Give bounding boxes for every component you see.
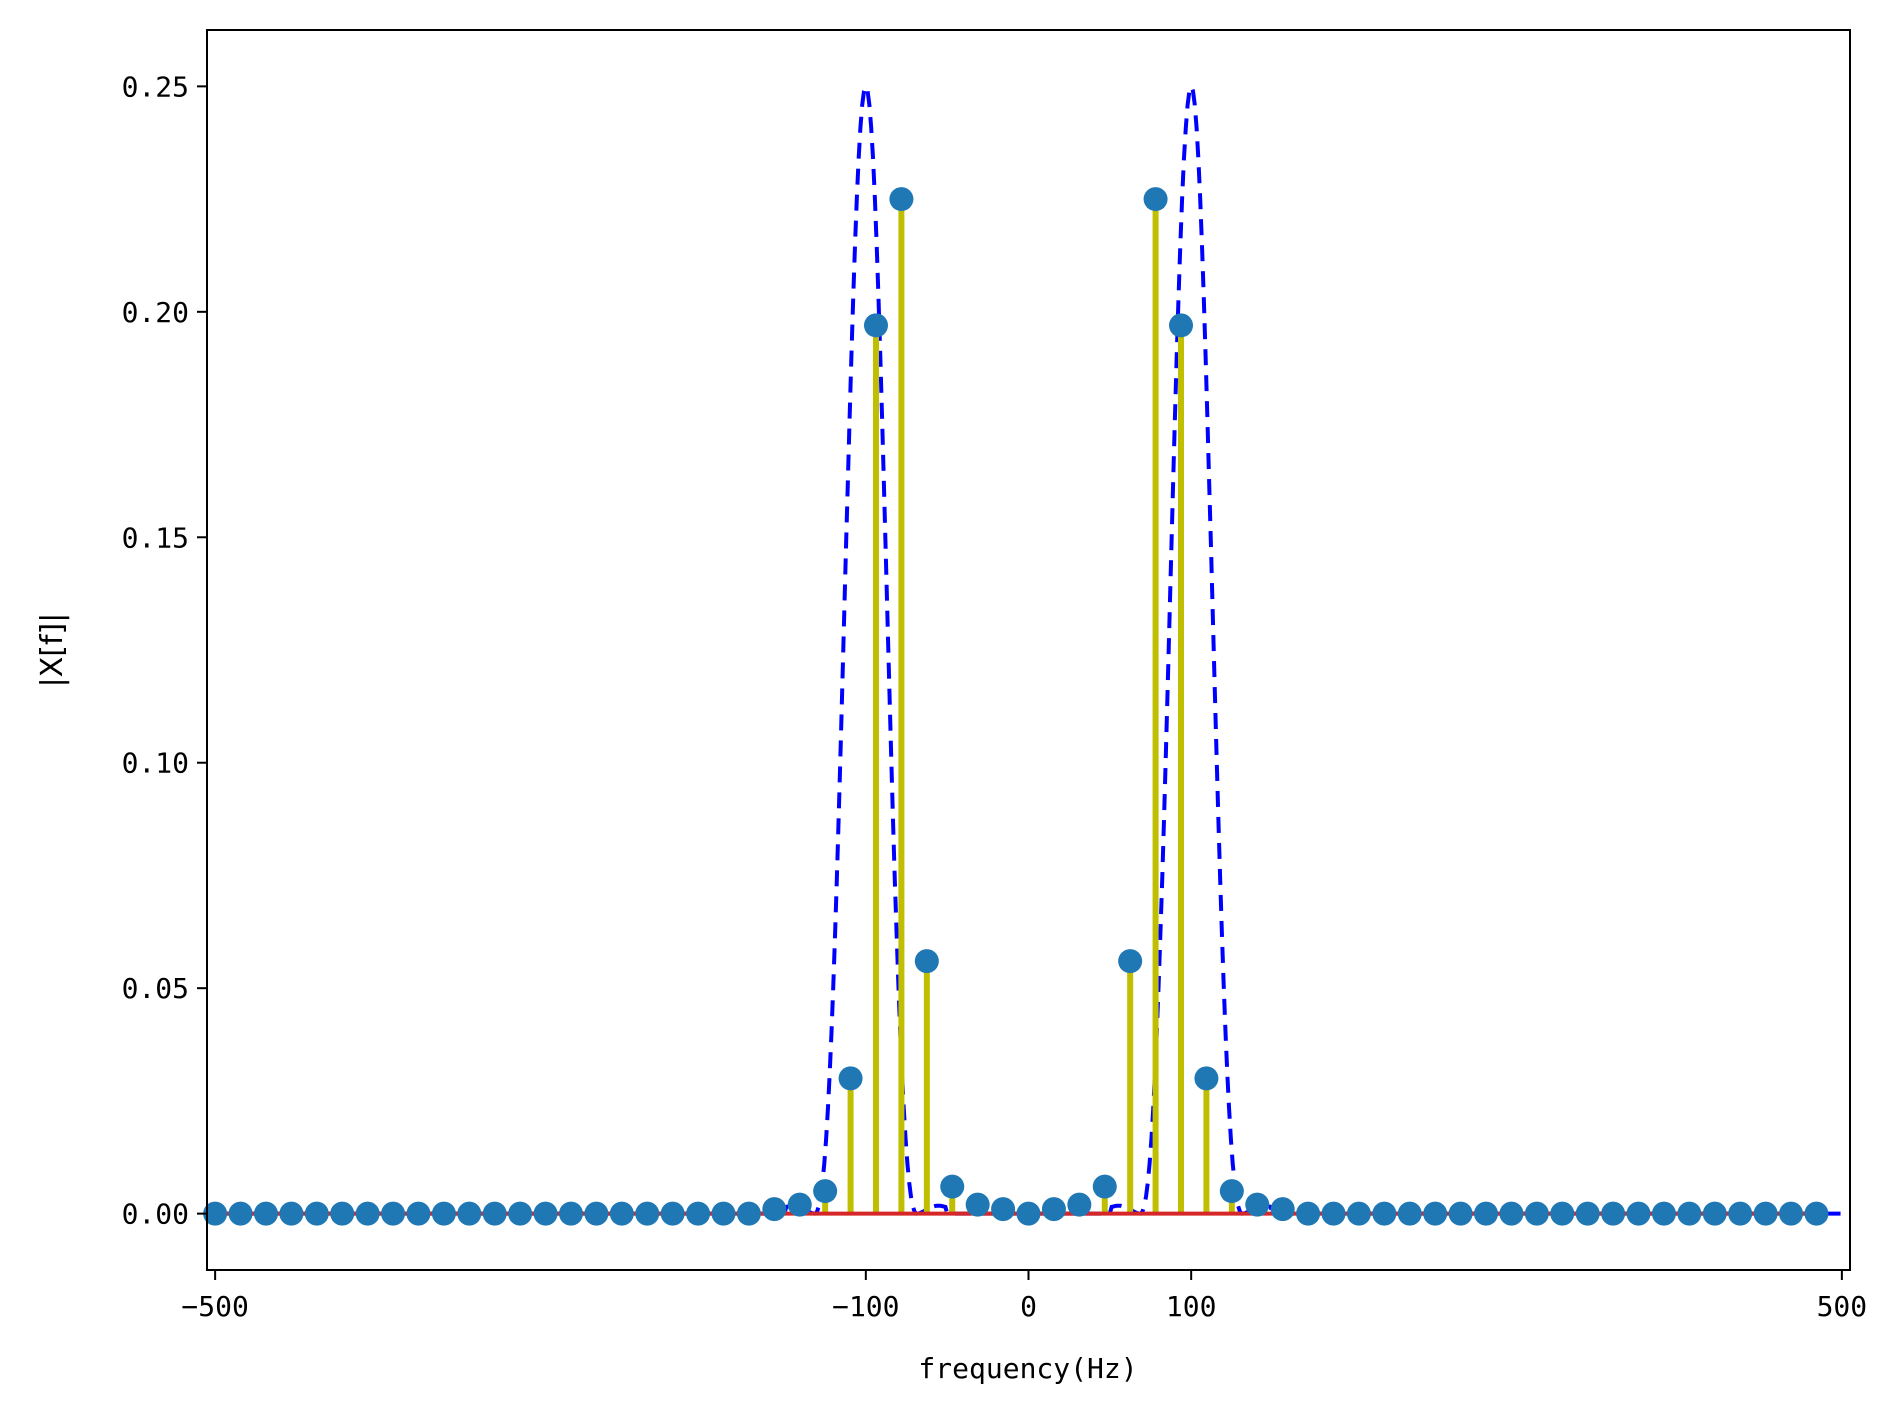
x-tick-label: 0 [1020, 1290, 1037, 1323]
stem-marker [1448, 1201, 1473, 1226]
stem-marker [787, 1192, 812, 1217]
stem-marker [686, 1201, 711, 1226]
stem-marker [991, 1197, 1016, 1222]
stem-marker [1524, 1201, 1549, 1226]
stem-marker [1702, 1201, 1727, 1226]
stem-marker [203, 1201, 228, 1226]
stem-marker [1601, 1201, 1626, 1226]
stem-marker [609, 1201, 634, 1226]
y-tick-label: 0.00 [122, 1198, 189, 1231]
stem-marker [1194, 1066, 1219, 1091]
stem-marker [762, 1197, 787, 1222]
y-axis-label: |X[f]| [35, 613, 70, 688]
stem-marker [660, 1201, 685, 1226]
stem-marker [1219, 1179, 1244, 1204]
stem-marker [406, 1201, 431, 1226]
x-tick-label: −500 [181, 1290, 248, 1323]
stem-marker [1626, 1201, 1651, 1226]
stem-marker [584, 1201, 609, 1226]
stem-marker [304, 1201, 329, 1226]
stem-marker [253, 1201, 278, 1226]
stem-marker [1296, 1201, 1321, 1226]
stem-marker [431, 1201, 456, 1226]
stem-marker [558, 1201, 583, 1226]
stem-marker [965, 1192, 990, 1217]
stem-marker [1779, 1201, 1804, 1226]
y-tick-label: 0.05 [122, 972, 189, 1005]
x-tick-label: 100 [1166, 1290, 1217, 1323]
x-axis-label: frequency(Hz) [918, 1352, 1137, 1385]
stem-marker [508, 1201, 533, 1226]
stem-marker [1372, 1201, 1397, 1226]
stem-marker [1118, 949, 1143, 974]
stem-marker [1143, 187, 1168, 212]
stem-marker [1753, 1201, 1778, 1226]
stem-marker [1041, 1197, 1066, 1222]
stem-marker [711, 1201, 736, 1226]
stem-marker [1067, 1192, 1092, 1217]
stem-marker [482, 1201, 507, 1226]
stem-marker [1169, 313, 1194, 338]
stem-marker [813, 1179, 838, 1204]
stem-marker [533, 1201, 558, 1226]
envelope-line [215, 80, 1842, 1216]
stem-marker [1092, 1174, 1117, 1199]
stem-marker [1474, 1201, 1499, 1226]
stem-marker [736, 1201, 761, 1226]
plot-area [203, 80, 1842, 1226]
y-tick-label: 0.25 [122, 70, 189, 103]
stem-marker [381, 1201, 406, 1226]
stem-marker [1423, 1201, 1448, 1226]
stem-marker [1499, 1201, 1524, 1226]
stem-marker [1804, 1201, 1829, 1226]
y-axis: 0.00 0.05 0.10 0.15 0.20 0.25 [122, 70, 207, 1231]
stem-marker [1245, 1192, 1270, 1217]
x-tick-label: 500 [1817, 1290, 1868, 1323]
stem-marker [457, 1201, 482, 1226]
x-tick-label: −100 [832, 1290, 899, 1323]
stem-marker [330, 1201, 355, 1226]
y-tick-label: 0.15 [122, 521, 189, 554]
stem-marker [355, 1201, 380, 1226]
stem-marker [1550, 1201, 1575, 1226]
y-tick-label: 0.10 [122, 747, 189, 780]
stem-marker [863, 313, 888, 338]
stem-marker [1321, 1201, 1346, 1226]
stem-marker [1651, 1201, 1676, 1226]
stem-marker [635, 1201, 660, 1226]
stem-marker [1016, 1201, 1041, 1226]
stem-marker [838, 1066, 863, 1091]
stem-marker [1677, 1201, 1702, 1226]
stem-marker [889, 187, 914, 212]
plot-frame [206, 29, 1851, 1271]
stem-marker [1728, 1201, 1753, 1226]
stem-marker [940, 1174, 965, 1199]
x-axis: −500 −100 0 100 500 [181, 1270, 1867, 1323]
stem-marker [1346, 1201, 1371, 1226]
stem-marker [1575, 1201, 1600, 1226]
stem-marker [1270, 1197, 1295, 1222]
stem-marker [279, 1201, 304, 1226]
stem-marker [228, 1201, 253, 1226]
y-tick-label: 0.20 [122, 296, 189, 329]
stem-marker [914, 949, 939, 974]
stem-marker [1397, 1201, 1422, 1226]
